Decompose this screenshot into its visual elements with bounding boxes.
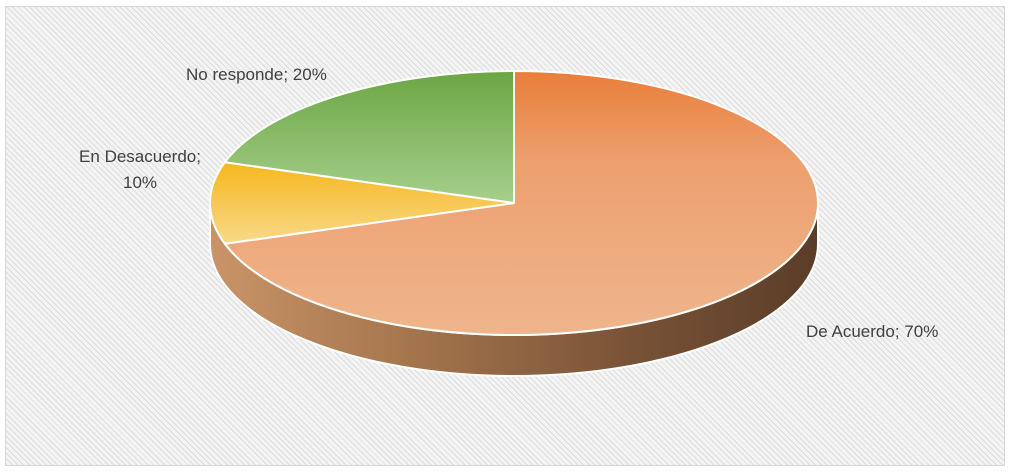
pie-slice-no-responde — [223, 70, 515, 204]
pie-slices — [209, 70, 819, 336]
data-label-en-desacuerdo-line1: En Desacuerdo; — [79, 147, 201, 166]
data-label-no-responde: No responde; 20% — [186, 65, 327, 84]
pie-slice-en-desacuerdo — [209, 161, 515, 245]
data-label-en-desacuerdo-line2: 10% — [123, 173, 157, 192]
pie-slice-de-acuerdo — [223, 70, 819, 336]
data-label-de-acuerdo: De Acuerdo; 70% — [806, 322, 938, 341]
